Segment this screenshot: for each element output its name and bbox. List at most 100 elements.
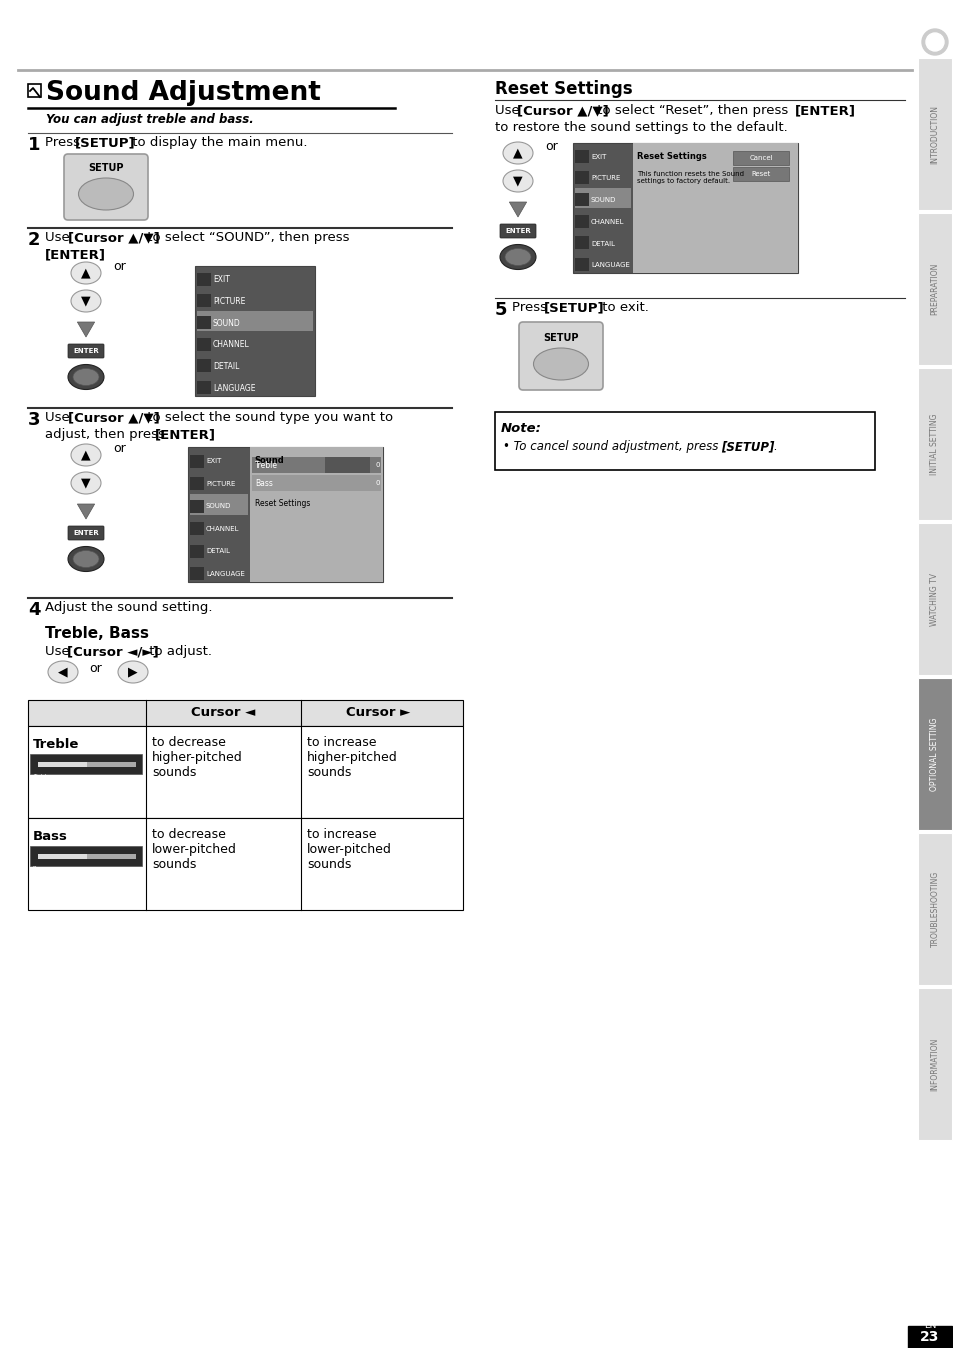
- Text: ▲: ▲: [81, 449, 91, 461]
- Text: 2: 2: [28, 231, 40, 249]
- Text: TROUBLESHOOTING: TROUBLESHOOTING: [929, 871, 939, 948]
- Text: [ENTER]: [ENTER]: [154, 429, 215, 441]
- Text: Cursor ►: Cursor ►: [346, 706, 410, 720]
- Text: PICTURE: PICTURE: [590, 175, 619, 182]
- Text: PICTURE: PICTURE: [213, 297, 245, 306]
- Text: Bass: Bass: [33, 830, 68, 842]
- Ellipse shape: [71, 290, 101, 311]
- Text: DETAIL: DETAIL: [213, 363, 239, 371]
- Text: to restore the sound settings to the default.: to restore the sound settings to the def…: [495, 121, 787, 133]
- Bar: [252, 474, 380, 491]
- Text: to decrease
higher-pitched
sounds: to decrease higher-pitched sounds: [152, 736, 242, 779]
- Text: 0: 0: [375, 480, 380, 487]
- Bar: [575, 193, 588, 206]
- Text: SETUP: SETUP: [89, 163, 124, 173]
- Bar: [196, 337, 211, 350]
- Text: LANGUAGE: LANGUAGE: [206, 570, 245, 577]
- Text: Press: Press: [45, 136, 84, 150]
- FancyBboxPatch shape: [64, 154, 148, 220]
- Text: 3: 3: [28, 411, 40, 429]
- Ellipse shape: [118, 661, 148, 683]
- Text: 4: 4: [28, 601, 40, 619]
- Text: Treble: Treble: [33, 737, 79, 751]
- Bar: [917, 58, 951, 210]
- Bar: [196, 360, 211, 372]
- Text: to display the main menu.: to display the main menu.: [128, 136, 307, 150]
- Bar: [575, 171, 588, 185]
- Bar: [196, 315, 211, 329]
- Text: OPTIONAL SETTING: OPTIONAL SETTING: [929, 717, 939, 791]
- Text: SOUND: SOUND: [590, 197, 616, 204]
- Bar: [28, 727, 462, 818]
- Bar: [633, 143, 797, 274]
- Text: ▲: ▲: [81, 267, 91, 279]
- Text: WATCHING TV: WATCHING TV: [929, 573, 939, 625]
- Circle shape: [925, 32, 943, 51]
- Text: PREPARATION: PREPARATION: [929, 263, 939, 315]
- Ellipse shape: [73, 550, 99, 568]
- Text: ENTER: ENTER: [73, 348, 99, 355]
- Text: LANGUAGE: LANGUAGE: [213, 384, 255, 392]
- Bar: [190, 568, 204, 580]
- Bar: [196, 311, 313, 332]
- Text: • To cancel sound adjustment, press: • To cancel sound adjustment, press: [502, 439, 721, 453]
- Ellipse shape: [71, 262, 101, 284]
- Text: EXIT: EXIT: [206, 458, 221, 464]
- Ellipse shape: [68, 546, 104, 572]
- Text: Cursor ◄: Cursor ◄: [192, 706, 255, 720]
- Ellipse shape: [502, 170, 533, 191]
- Bar: [325, 457, 370, 473]
- Text: EN: EN: [923, 1321, 935, 1330]
- Text: EXIT: EXIT: [590, 154, 606, 160]
- Text: 5: 5: [495, 301, 507, 319]
- Ellipse shape: [502, 142, 533, 164]
- Text: ENTER: ENTER: [504, 228, 530, 235]
- Bar: [495, 412, 874, 470]
- Ellipse shape: [499, 244, 536, 270]
- Bar: [732, 151, 788, 164]
- Ellipse shape: [533, 348, 588, 380]
- Text: adjust, then press: adjust, then press: [45, 429, 169, 441]
- Text: Reset Settings: Reset Settings: [495, 80, 632, 98]
- Circle shape: [921, 30, 947, 55]
- Text: LANGUAGE: LANGUAGE: [590, 262, 629, 268]
- Bar: [917, 988, 951, 1140]
- Text: Use: Use: [495, 104, 523, 117]
- Text: to select “Reset”, then press: to select “Reset”, then press: [593, 104, 792, 117]
- Text: Treble, Bass: Treble, Bass: [45, 625, 149, 642]
- Text: ▼: ▼: [81, 294, 91, 307]
- Text: Note:: Note:: [500, 422, 541, 435]
- Text: to adjust.: to adjust.: [145, 644, 212, 658]
- Bar: [917, 523, 951, 675]
- Bar: [190, 493, 248, 515]
- FancyBboxPatch shape: [518, 322, 602, 390]
- Bar: [917, 368, 951, 520]
- Text: Use: Use: [45, 231, 74, 244]
- Text: .: .: [203, 429, 207, 441]
- Bar: [196, 272, 211, 286]
- Text: .: .: [92, 248, 97, 262]
- Text: to exit.: to exit.: [598, 301, 648, 314]
- Bar: [28, 700, 462, 727]
- Text: CHANNEL: CHANNEL: [213, 340, 250, 349]
- Text: or: or: [113, 442, 126, 456]
- Bar: [30, 847, 142, 865]
- Bar: [252, 457, 380, 473]
- Text: or: or: [90, 662, 102, 674]
- Bar: [575, 150, 588, 163]
- Text: ▼: ▼: [81, 476, 91, 489]
- Text: or: or: [113, 260, 126, 274]
- Text: Use: Use: [45, 644, 74, 658]
- Text: Adjust the sound setting.: Adjust the sound setting.: [45, 601, 213, 613]
- Text: ▼: ▼: [513, 174, 522, 187]
- Text: to select “SOUND”, then press: to select “SOUND”, then press: [143, 231, 349, 244]
- Text: Treble: Treble: [33, 774, 50, 779]
- Text: Sound: Sound: [253, 456, 283, 465]
- Text: ▶: ▶: [128, 666, 137, 678]
- Bar: [38, 855, 136, 859]
- Text: Reset Settings: Reset Settings: [254, 499, 310, 507]
- Text: [SETUP]: [SETUP]: [75, 136, 135, 150]
- Bar: [573, 143, 797, 274]
- Text: EXIT: EXIT: [213, 275, 230, 284]
- Text: SOUND: SOUND: [213, 318, 240, 328]
